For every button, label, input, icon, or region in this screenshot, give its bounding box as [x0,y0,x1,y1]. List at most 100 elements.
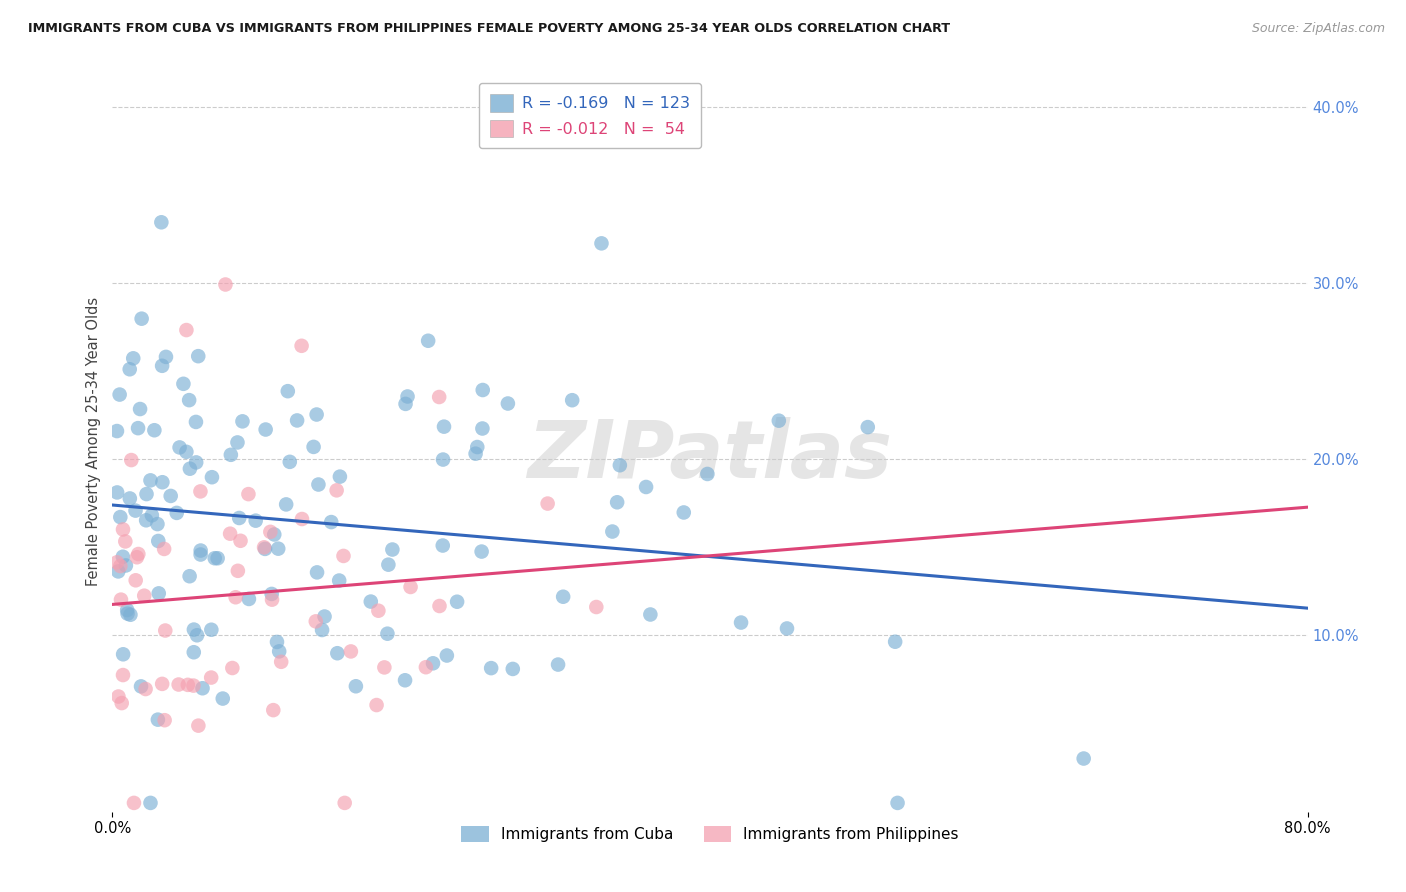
Point [377,626,399,640]
Point [278,455,301,469]
Point [122,796,145,810]
Point [112,648,135,662]
Point [325,483,347,498]
Point [214,277,236,292]
Point [340,644,363,658]
Point [307,566,329,580]
Point [131,311,153,326]
Point [305,408,328,422]
Point [105,424,128,438]
Point [150,359,173,373]
Point [640,607,662,622]
Point [127,421,149,435]
Point [1073,751,1095,765]
Point [228,511,250,525]
Point [433,419,456,434]
Point [886,796,908,810]
Point [139,796,162,810]
Point [536,497,558,511]
Point [107,690,129,704]
Point [191,681,214,696]
Point [254,541,277,556]
Point [329,469,352,483]
Point [124,503,146,517]
Point [602,524,624,539]
Point [245,514,267,528]
Point [148,586,170,600]
Point [172,376,194,391]
Point [127,547,149,561]
Point [219,448,242,462]
Point [179,461,201,475]
Point [333,796,356,810]
Point [328,574,350,588]
Point [415,660,437,674]
Point [177,678,200,692]
Point [465,440,488,454]
Point [117,607,139,621]
Point [150,215,173,229]
Point [464,447,486,461]
Point [118,491,141,506]
Point [120,607,142,622]
Point [221,661,243,675]
Point [422,657,444,671]
Point [114,534,136,549]
Point [111,523,134,537]
Point [148,533,170,548]
Text: Source: ZipAtlas.com: Source: ZipAtlas.com [1251,22,1385,36]
Point [111,668,134,682]
Point [190,543,212,558]
Point [179,393,201,408]
Point [110,510,132,524]
Point [311,623,333,637]
Point [285,413,308,427]
Point [432,452,454,467]
Point [394,673,416,688]
Point [200,623,222,637]
Point [166,506,188,520]
Point [141,508,163,523]
Point [167,677,190,691]
Point [253,541,276,555]
Point [229,533,252,548]
Point [231,414,253,428]
Point [856,420,879,434]
Point [111,696,134,710]
Point [479,661,502,675]
Point [429,599,451,613]
Point [125,550,148,565]
Point [696,467,718,481]
Point [176,323,198,337]
Point [111,549,134,564]
Point [190,548,212,562]
Text: IMMIGRANTS FROM CUBA VS IMMIGRANTS FROM PHILIPPINES FEMALE POVERTY AMONG 25-34 Y: IMMIGRANTS FROM CUBA VS IMMIGRANTS FROM … [28,22,950,36]
Point [260,587,283,601]
Point [276,497,298,511]
Point [122,351,145,366]
Point [396,389,419,403]
Point [307,477,329,491]
Point [207,551,229,566]
Point [115,558,138,573]
Point [183,645,205,659]
Point [360,594,382,608]
Point [609,458,631,473]
Point [502,662,524,676]
Point [125,574,148,588]
Point [238,487,260,501]
Point [768,414,790,428]
Point [344,679,367,693]
Point [884,634,907,648]
Point [314,609,336,624]
Point [110,559,132,574]
Point [266,635,288,649]
Y-axis label: Female Poverty Among 25-34 Year Olds: Female Poverty Among 25-34 Year Olds [86,297,101,586]
Point [110,592,132,607]
Point [305,615,328,629]
Point [139,474,162,488]
Point [291,512,314,526]
Point [219,526,242,541]
Point [186,628,208,642]
Point [108,387,131,401]
